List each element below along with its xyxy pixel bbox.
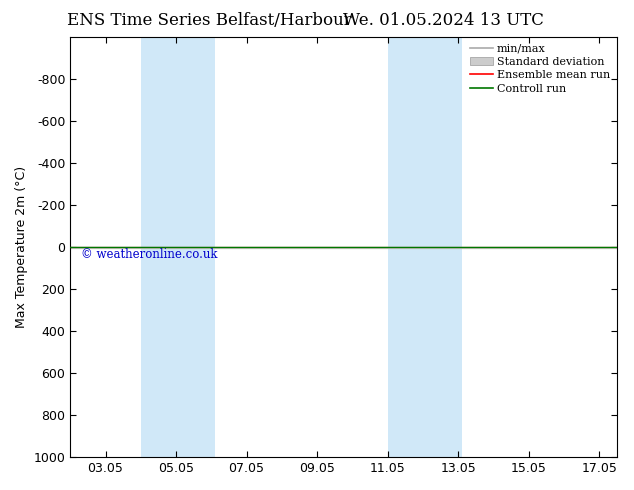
Y-axis label: Max Temperature 2m (°C): Max Temperature 2m (°C) <box>15 166 28 328</box>
Bar <box>141 37 215 457</box>
Legend: min/max, Standard deviation, Ensemble mean run, Controll run: min/max, Standard deviation, Ensemble me… <box>466 39 615 98</box>
Text: © weatheronline.co.uk: © weatheronline.co.uk <box>81 248 217 261</box>
Bar <box>387 37 462 457</box>
Text: ENS Time Series Belfast/Harbour: ENS Time Series Belfast/Harbour <box>67 12 352 29</box>
Text: We. 01.05.2024 13 UTC: We. 01.05.2024 13 UTC <box>344 12 544 29</box>
